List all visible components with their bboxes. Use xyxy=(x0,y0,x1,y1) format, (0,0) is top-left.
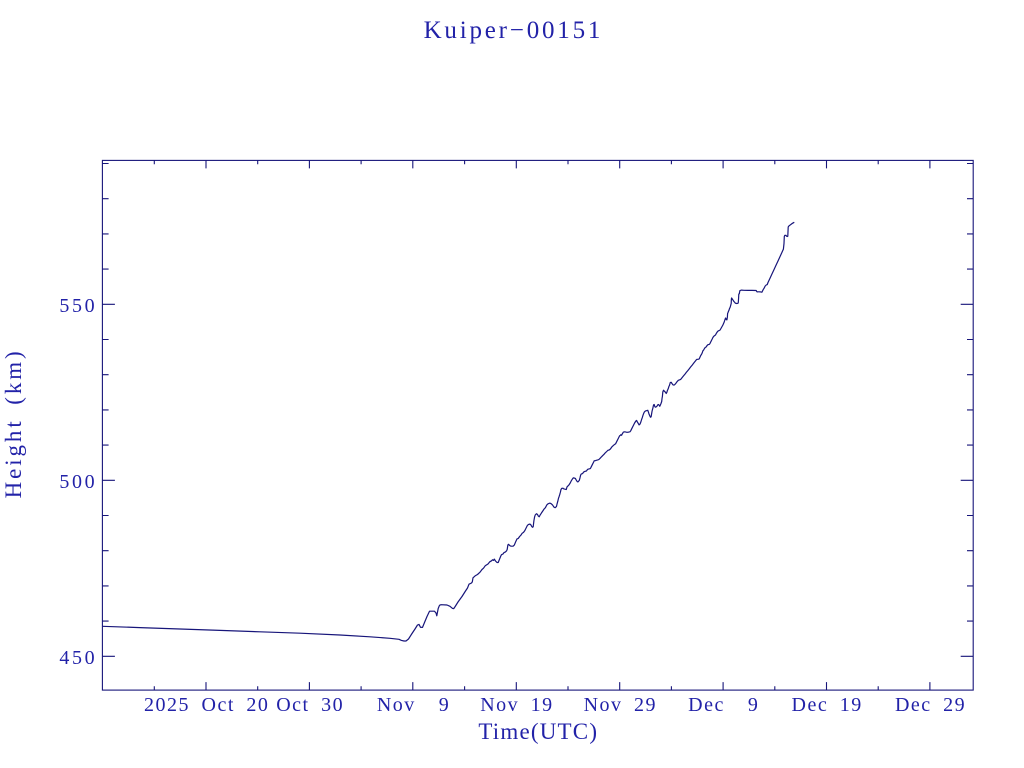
svg-text:Height (km): Height (km) xyxy=(1,348,26,498)
svg-text:Nov 9: Nov 9 xyxy=(377,694,450,716)
svg-text:Time(UTC): Time(UTC) xyxy=(478,719,598,744)
svg-text:Dec 9: Dec 9 xyxy=(688,694,759,716)
svg-text:500: 500 xyxy=(59,471,97,493)
svg-text:450: 450 xyxy=(59,647,97,669)
svg-text:2025 Oct 20: 2025 Oct 20 xyxy=(144,694,269,716)
svg-text:Dec 29: Dec 29 xyxy=(895,694,966,716)
svg-text:Nov 19: Nov 19 xyxy=(480,694,553,716)
svg-text:Dec 19: Dec 19 xyxy=(792,694,863,716)
svg-text:550: 550 xyxy=(59,295,97,317)
svg-text:Kuiper−00151: Kuiper−00151 xyxy=(424,17,604,44)
svg-text:Nov 29: Nov 29 xyxy=(584,694,657,716)
svg-text:Oct 30: Oct 30 xyxy=(276,694,344,716)
